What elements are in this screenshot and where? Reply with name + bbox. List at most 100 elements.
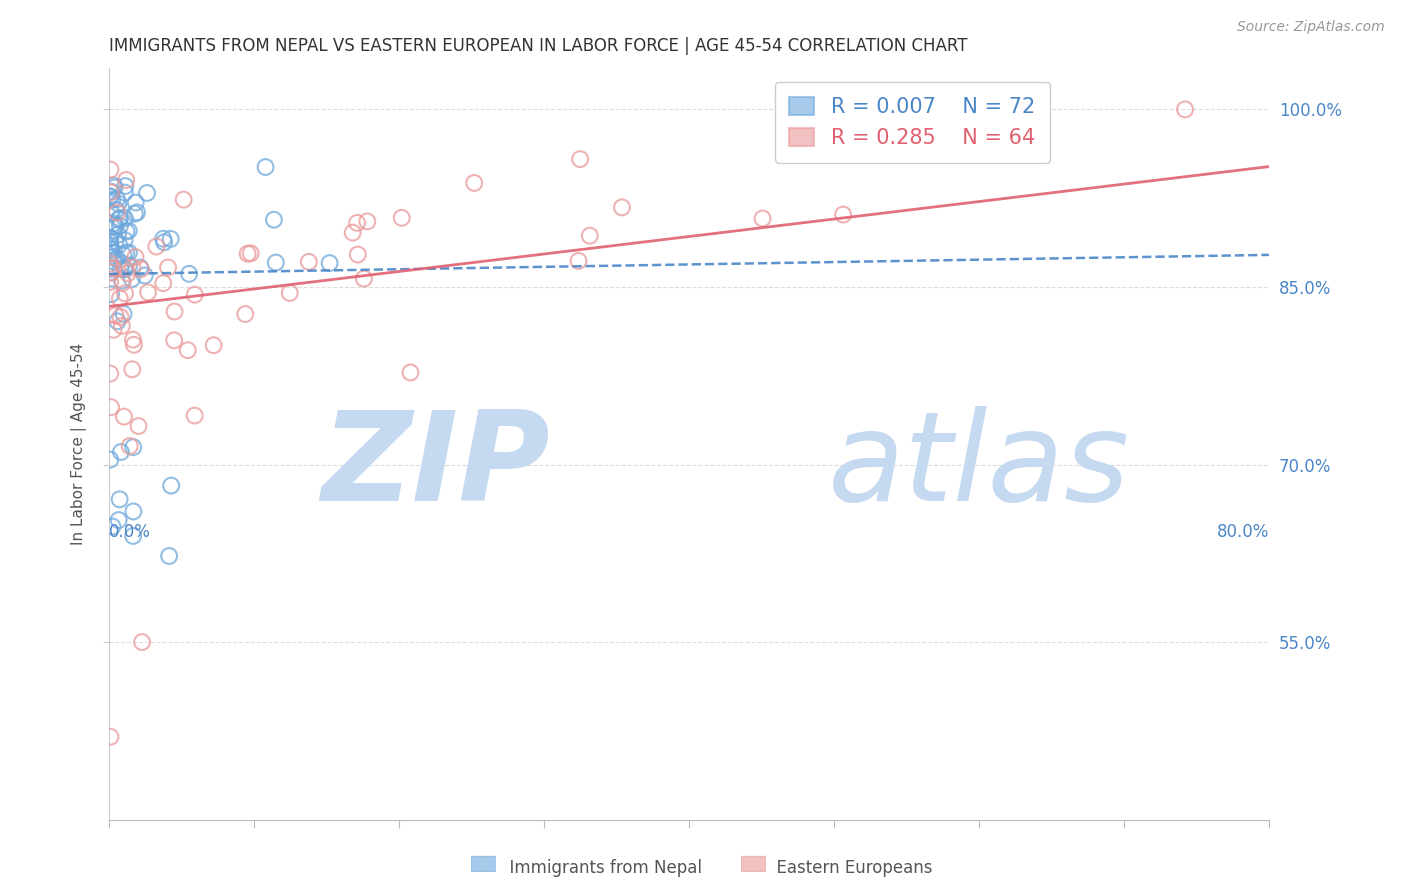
Point <box>114 211 136 226</box>
Point <box>103 178 125 193</box>
Bar <box>741 856 766 871</box>
Point <box>104 235 127 249</box>
Point <box>346 247 368 261</box>
Point <box>463 176 485 190</box>
Point <box>100 265 122 279</box>
Point <box>100 186 122 200</box>
Point <box>129 260 152 275</box>
Point <box>173 193 195 207</box>
Point <box>131 635 153 649</box>
Point <box>342 226 364 240</box>
Point <box>101 193 124 207</box>
Point <box>353 271 375 285</box>
Point <box>202 338 225 352</box>
Point <box>751 211 773 226</box>
Point <box>98 235 121 249</box>
Point <box>911 103 934 117</box>
Point <box>610 200 633 214</box>
Point <box>264 255 287 269</box>
Point <box>101 245 124 260</box>
Point <box>128 419 150 434</box>
Point <box>110 310 132 324</box>
Point <box>111 276 134 290</box>
Point <box>105 202 128 217</box>
Point <box>98 242 121 256</box>
Point <box>115 245 138 260</box>
Point <box>153 235 176 250</box>
Point <box>124 207 146 221</box>
Point <box>233 307 256 321</box>
Point <box>122 333 145 347</box>
Point <box>772 90 794 104</box>
Point <box>107 314 129 328</box>
Point <box>103 254 125 268</box>
Point <box>183 409 205 423</box>
Point <box>104 309 127 323</box>
Point <box>98 231 121 245</box>
Point <box>832 208 855 222</box>
Point <box>100 400 122 414</box>
Point <box>112 307 135 321</box>
Point <box>239 246 262 260</box>
Text: Eastern Europeans: Eastern Europeans <box>766 859 932 877</box>
Point <box>121 260 143 275</box>
Text: 0.0%: 0.0% <box>108 523 150 541</box>
Point <box>105 205 128 219</box>
Point <box>100 730 122 744</box>
Point <box>115 225 138 239</box>
Point <box>356 214 378 228</box>
Point <box>118 245 141 260</box>
Point <box>108 212 131 227</box>
Point <box>124 250 146 264</box>
Point <box>98 231 121 245</box>
Point <box>122 338 145 352</box>
Point <box>110 445 132 459</box>
Point <box>115 173 138 187</box>
Point <box>399 366 422 380</box>
Point <box>567 253 589 268</box>
Point <box>108 292 131 306</box>
Text: atlas: atlas <box>828 406 1130 527</box>
Point <box>107 513 129 527</box>
Point <box>112 262 135 277</box>
Point <box>134 268 156 283</box>
Point <box>100 162 122 177</box>
Point <box>107 196 129 211</box>
Point <box>101 519 124 533</box>
Point <box>118 224 141 238</box>
Point <box>104 180 127 194</box>
Point <box>318 256 340 270</box>
Point <box>263 212 285 227</box>
Point <box>111 318 134 333</box>
Point <box>100 265 122 279</box>
Point <box>112 248 135 262</box>
Point <box>152 232 174 246</box>
Point <box>112 409 135 424</box>
Point <box>569 152 592 166</box>
Point <box>159 232 181 246</box>
Point <box>103 216 125 230</box>
Point <box>114 233 136 247</box>
Point <box>136 186 159 200</box>
Point <box>157 549 180 563</box>
Point <box>111 256 134 270</box>
Point <box>122 504 145 518</box>
Point <box>122 440 145 454</box>
Point <box>254 160 277 174</box>
Point <box>110 261 132 276</box>
Point <box>122 529 145 543</box>
Point <box>98 238 121 252</box>
Point <box>117 266 139 280</box>
Text: 80.0%: 80.0% <box>1216 523 1270 541</box>
Y-axis label: In Labor Force | Age 45-54: In Labor Force | Age 45-54 <box>72 343 87 545</box>
Point <box>108 211 131 226</box>
Point <box>152 276 174 290</box>
Point <box>103 261 125 276</box>
Point <box>100 287 122 301</box>
Point <box>278 285 301 300</box>
Point <box>114 186 136 200</box>
Point <box>118 259 141 273</box>
Point <box>177 343 200 358</box>
Text: IMMIGRANTS FROM NEPAL VS EASTERN EUROPEAN IN LABOR FORCE | AGE 45-54 CORRELATION: IMMIGRANTS FROM NEPAL VS EASTERN EUROPEA… <box>108 37 967 55</box>
Point <box>108 237 131 252</box>
